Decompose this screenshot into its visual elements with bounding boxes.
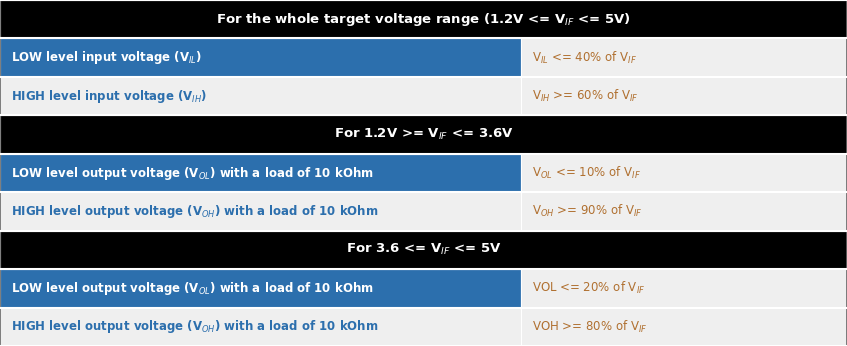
Bar xyxy=(0,192,521,231)
Text: V$_{OL}$ <= 10% of V$_{IF}$: V$_{OL}$ <= 10% of V$_{IF}$ xyxy=(532,165,641,181)
Text: V$_{OH}$ >= 90% of V$_{IF}$: V$_{OH}$ >= 90% of V$_{IF}$ xyxy=(532,203,643,219)
Text: VOL <= 20% of V$_{IF}$: VOL <= 20% of V$_{IF}$ xyxy=(532,280,645,297)
Text: VOH >= 80% of V$_{IF}$: VOH >= 80% of V$_{IF}$ xyxy=(532,319,648,335)
Text: For 3.6 <= V$_{IF}$ <= 5V: For 3.6 <= V$_{IF}$ <= 5V xyxy=(346,242,501,257)
Bar xyxy=(521,269,847,308)
Bar xyxy=(0,231,847,269)
Text: HIGH level output voltage (V$_{OH}$) with a load of 10 kOhm: HIGH level output voltage (V$_{OH}$) wit… xyxy=(11,203,379,220)
Bar xyxy=(0,0,847,38)
Bar xyxy=(521,192,847,231)
Bar xyxy=(521,38,847,77)
Text: For the whole target voltage range (1.2V <= V$_{IF}$ <= 5V): For the whole target voltage range (1.2V… xyxy=(216,11,631,28)
Bar xyxy=(0,77,521,115)
Bar xyxy=(0,115,847,154)
Text: For 1.2V >= V$_{IF}$ <= 3.6V: For 1.2V >= V$_{IF}$ <= 3.6V xyxy=(334,127,513,142)
Bar xyxy=(0,269,521,308)
Text: LOW level output voltage (V$_{OL}$) with a load of 10 kOhm: LOW level output voltage (V$_{OL}$) with… xyxy=(11,280,374,297)
Bar xyxy=(521,308,847,346)
Text: HIGH level output voltage (V$_{OH}$) with a load of 10 kOhm: HIGH level output voltage (V$_{OH}$) wit… xyxy=(11,318,379,335)
Bar xyxy=(0,38,521,77)
Bar xyxy=(0,154,521,192)
Text: V$_{IL}$ <= 40% of V$_{IF}$: V$_{IL}$ <= 40% of V$_{IF}$ xyxy=(532,49,637,66)
Bar xyxy=(521,77,847,115)
Text: V$_{IH}$ >= 60% of V$_{IF}$: V$_{IH}$ >= 60% of V$_{IF}$ xyxy=(532,88,639,104)
Text: HIGH level input voltage (V$_{IH}$): HIGH level input voltage (V$_{IH}$) xyxy=(11,88,208,104)
Bar xyxy=(521,154,847,192)
Bar xyxy=(0,308,521,346)
Text: LOW level output voltage (V$_{OL}$) with a load of 10 kOhm: LOW level output voltage (V$_{OL}$) with… xyxy=(11,164,374,182)
Text: LOW level input voltage (V$_{IL}$): LOW level input voltage (V$_{IL}$) xyxy=(11,49,202,66)
